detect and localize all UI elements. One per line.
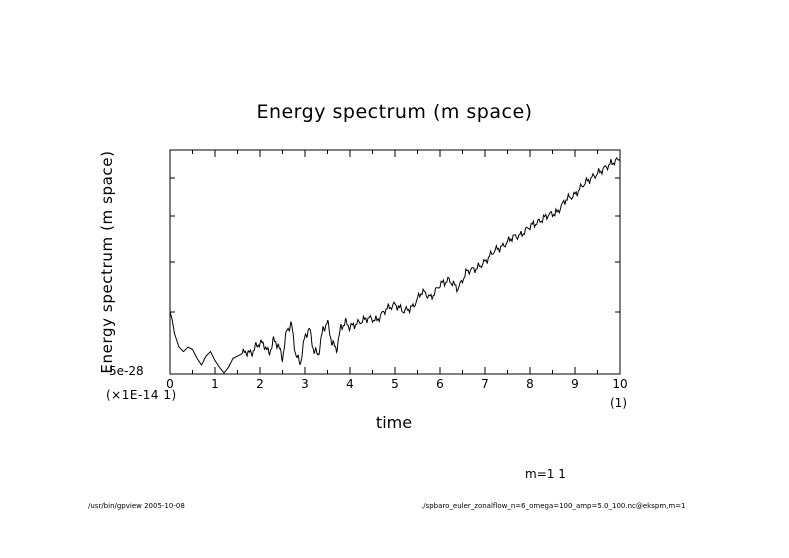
x-tick-label: 0 xyxy=(166,377,174,391)
footer-left: /usr/bin/gpview 2005-10-08 xyxy=(88,502,185,510)
y-min-tick-label: 5e-28 xyxy=(109,364,144,378)
x-tick-label: 1 xyxy=(211,377,219,391)
footer-right: ./spbaro_euler_zonalflow_n=6_omega=100_a… xyxy=(421,502,686,510)
y-scale-note: (×1E-14 1) xyxy=(106,388,177,402)
x-scale-note: (1) xyxy=(610,396,627,410)
x-tick-label: 9 xyxy=(571,377,579,391)
mode-annotation: m=1 1 xyxy=(525,467,566,481)
x-tick-label: 4 xyxy=(346,377,354,391)
x-tick-label: 5 xyxy=(391,377,399,391)
x-tick-label: 2 xyxy=(256,377,264,391)
energy-series-line xyxy=(169,156,621,374)
y-axis-label: Energy spectrum (m space) xyxy=(98,150,116,374)
x-tick-label: 6 xyxy=(436,377,444,391)
axis-ticks xyxy=(169,150,621,374)
x-tick-label: 3 xyxy=(301,377,309,391)
x-tick-label: 7 xyxy=(481,377,489,391)
chart-title: Energy spectrum (m space) xyxy=(256,101,533,123)
x-tick-label: 10 xyxy=(612,377,628,391)
plot-frame xyxy=(169,149,621,375)
x-axis-label: time xyxy=(375,413,413,432)
x-tick-label: 8 xyxy=(526,377,534,391)
